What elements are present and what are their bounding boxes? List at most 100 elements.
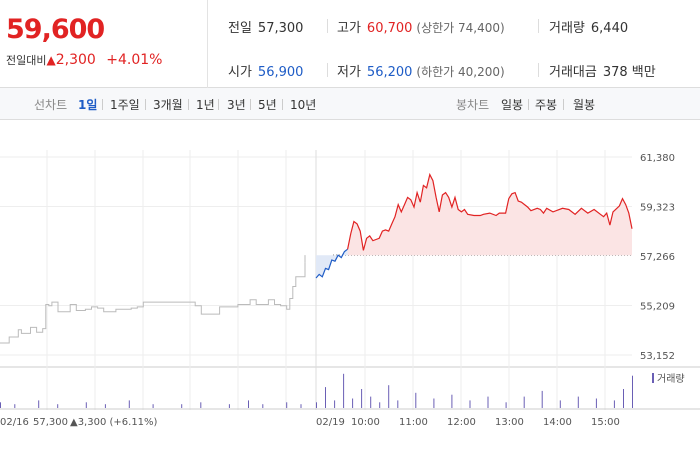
volume-bar	[523, 396, 525, 408]
volume-bar	[325, 387, 326, 408]
volume-bar	[469, 400, 471, 408]
x-tick-label: 15:00	[591, 417, 620, 428]
amount-value: 378 백만	[602, 65, 656, 80]
volume-bar	[343, 373, 345, 408]
change-label: 전일대비	[6, 54, 47, 67]
volume-bar	[316, 402, 317, 408]
quote-header: 59,600 전일대비▲2,300 +4.01% 전일 57,300 시가 56,9…	[0, 0, 700, 88]
volume-bar	[262, 404, 264, 408]
prev-day-close: 57,300	[33, 417, 68, 428]
prev-day-change: ▲3,300 (+6.11%)	[70, 417, 158, 428]
change-percent: +4.01%	[106, 52, 163, 68]
volume-bar	[228, 404, 230, 408]
tab-5year[interactable]: 5년	[258, 98, 277, 112]
y-tick-label: 61,380	[640, 153, 675, 164]
tab-3year[interactable]: 3년	[227, 98, 246, 112]
volume-bar	[433, 398, 435, 408]
chart-lines	[0, 172, 633, 344]
tab-1day[interactable]: 1일	[78, 98, 98, 112]
candle-chart-label: 봉차트	[456, 98, 490, 112]
up-fill	[347, 174, 632, 256]
volume-bar	[85, 402, 87, 408]
volume-bar	[200, 402, 202, 408]
volume-bar	[577, 396, 579, 408]
volume-bar	[370, 396, 372, 408]
lower-limit: (하한가 40,200)	[416, 65, 505, 79]
volume-bar	[451, 394, 453, 408]
chart-grid	[0, 150, 700, 410]
tab-10year[interactable]: 10년	[290, 98, 317, 112]
volume-bar	[152, 404, 154, 408]
prev-day-date: 02/16	[0, 417, 29, 428]
prev-close-label: 전일	[228, 21, 252, 36]
y-tick-label: 53,152	[640, 351, 675, 362]
volume-bar	[388, 385, 390, 408]
volume-bar	[248, 400, 249, 408]
volume-bar	[334, 400, 336, 408]
price-chart: 61,380 59,323 57,266 55,209 53,152 거래량 02/19 10…	[0, 150, 700, 428]
volume-bar	[632, 375, 633, 408]
prev-day-line	[0, 262, 306, 344]
volume-bar	[38, 400, 40, 408]
volume-bar	[505, 402, 507, 408]
volume-legend: 거래량	[657, 373, 685, 385]
prev-close-stat: 전일 57,300	[228, 17, 303, 36]
tab-weekly-candle[interactable]: 주봉	[535, 98, 558, 112]
prev-close-value: 57,300	[257, 21, 304, 36]
tab-daily-candle[interactable]: 일봉	[501, 98, 524, 112]
volume-bar	[613, 400, 615, 408]
x-tick-label: 12:00	[447, 417, 476, 428]
current-price: 59,600	[6, 14, 105, 45]
volume-bar	[541, 390, 543, 408]
volume-bar	[286, 402, 288, 408]
volume-value: 6,440	[590, 21, 629, 36]
high-value: 60,700	[366, 21, 413, 36]
volume-bar	[300, 404, 302, 408]
y-tick-label: 55,209	[640, 302, 675, 313]
x-tick-label: 11:00	[399, 417, 428, 428]
volume-legend-swatch	[652, 373, 654, 383]
open-value: 56,900	[257, 65, 304, 80]
upper-limit: (상한가 74,400)	[416, 21, 505, 35]
price-summary: 59,600 전일대비▲2,300 +4.01%	[0, 0, 208, 88]
change-value: 2,300	[55, 52, 96, 68]
x-tick-label: 14:00	[543, 417, 572, 428]
volume-bar	[104, 404, 106, 408]
volume-bar	[623, 389, 624, 408]
amount-stat: 거래대금 378 백만	[549, 61, 656, 80]
volume-bar	[352, 398, 354, 408]
volume-bar	[128, 400, 130, 408]
tab-monthly-candle[interactable]: 월봉	[573, 98, 596, 112]
chart-area	[316, 174, 632, 278]
x-tick-label: 02/19	[316, 417, 345, 428]
today-line-down	[315, 248, 348, 279]
volume-bar	[181, 404, 183, 408]
x-tick-label: 13:00	[495, 417, 524, 428]
chart-tabs: 선차트 1일 1주일 3개월 1년 3년 5년 10년 봉차트 일봉 주봉 월봉	[0, 88, 700, 120]
up-arrow-icon: ▲	[46, 53, 56, 67]
x-tick-label: 10:00	[351, 417, 380, 428]
volume-bars	[0, 373, 633, 408]
volume-bar	[0, 402, 1, 408]
line-chart-label: 선차트	[34, 98, 68, 112]
tab-3month[interactable]: 3개월	[153, 98, 183, 112]
price-change: 전일대비▲2,300 +4.01%	[6, 52, 162, 68]
volume-bar	[14, 404, 16, 408]
open-label: 시가	[228, 65, 252, 80]
today-line-up	[347, 172, 633, 251]
volume-bar	[379, 402, 381, 408]
tab-1year[interactable]: 1년	[196, 98, 215, 112]
volume-bar	[595, 398, 597, 408]
amount-label: 거래대금	[549, 65, 597, 80]
low-value: 56,200	[366, 65, 413, 80]
tab-1week[interactable]: 1주일	[110, 98, 140, 112]
y-tick-label: 59,323	[640, 203, 675, 214]
high-stat: 고가 60,700 (상한가 74,400)	[337, 17, 505, 36]
high-label: 고가	[337, 21, 361, 36]
volume-bar	[487, 396, 489, 408]
volume-bar	[415, 392, 417, 408]
chart-labels: 61,380 59,323 57,266 55,209 53,152 거래량 02/19 10…	[0, 153, 685, 428]
volume-stat: 거래량 6,440	[549, 17, 628, 36]
low-stat: 저가 56,200 (하한가 40,200)	[337, 61, 505, 80]
volume-bar	[361, 389, 363, 408]
